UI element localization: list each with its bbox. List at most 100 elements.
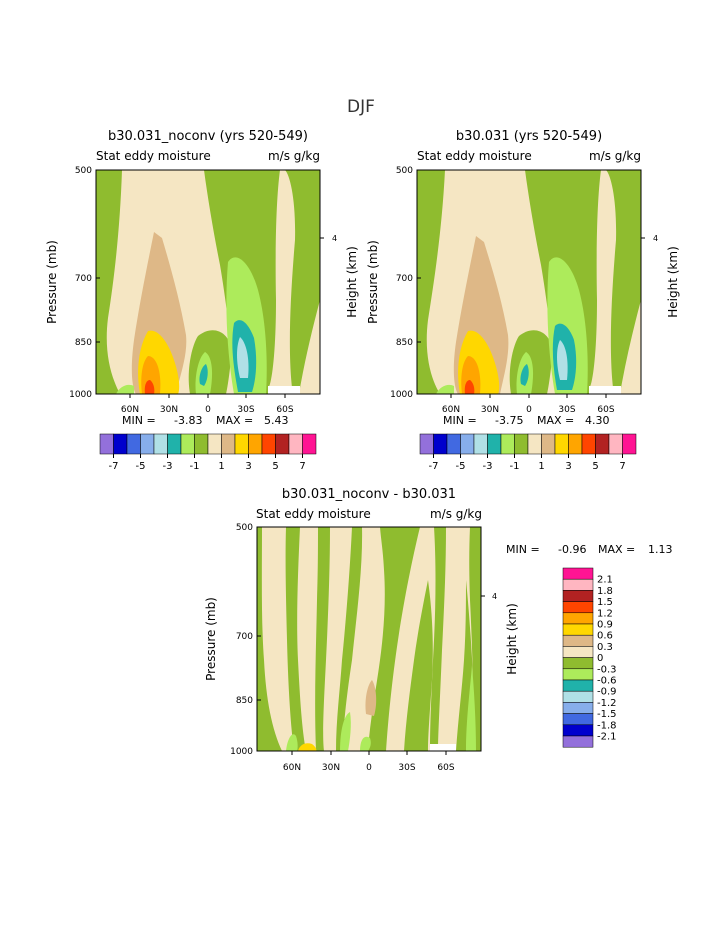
panel-1-colorbar-swatch: [261, 433, 276, 455]
panel-1-min-value: -3.83: [174, 414, 202, 427]
panel-1: b30.031_noconv (yrs 520-549) Stat eddy m…: [45, 129, 359, 472]
panel-3-colorbar-label: -1.2: [597, 698, 617, 709]
panel-2-min-label: MIN =: [443, 414, 477, 427]
panel-1-colorbar-swatch: [248, 433, 263, 455]
panel-2-colorbar-label: 3: [565, 461, 571, 472]
figure-title: DJF: [347, 97, 375, 117]
panel-3-colorbar-label: 1.2: [597, 608, 613, 619]
panel-2-colorbar-swatch: [433, 433, 448, 455]
panel-1-colorbar-swatch: [126, 433, 141, 455]
panel-3-max-label: MAX =: [598, 543, 635, 556]
panel-1-x-tick-30n: 30N: [160, 405, 178, 415]
panel-2-colorbar-swatch: [581, 433, 596, 455]
panel-3-y-tick-500: 500: [236, 523, 253, 533]
panel-2-colorbar-label: -5: [456, 461, 466, 472]
panel-3-y-label-left: Pressure (mb): [204, 597, 218, 681]
panel-3-colorbar-swatch: [562, 668, 594, 681]
panel-1-colorbar-swatch: [140, 433, 155, 455]
panel-3-colorbar-swatch: [562, 590, 594, 602]
panel-3-min-label: MIN =: [506, 543, 540, 556]
panel-3-x-tick-0: 0: [366, 763, 372, 773]
panel-1-colorbar-swatch: [207, 433, 222, 455]
panel-1-colorbar-label: -3: [163, 461, 173, 472]
panel-2-colorbar-swatch: [500, 433, 515, 455]
panel-1-colorbar-swatch: [288, 433, 303, 455]
panel-1-x-tick-60n: 60N: [121, 405, 139, 415]
panel-2: b30.031 (yrs 520-549) Stat eddy moisture…: [366, 129, 680, 472]
panel-1-max-label: MAX =: [216, 414, 253, 427]
panel-3-colorbar-label: 1.8: [597, 586, 613, 597]
panel-3-colorbar-label: -2.1: [597, 732, 617, 743]
panel-3-colorbar-label: 0.3: [597, 642, 613, 653]
panel-1-x-tick-30s: 30S: [237, 405, 254, 415]
panel-3-colorbar-swatch: [562, 601, 594, 614]
panel-3-x-tick-30n: 30N: [322, 763, 340, 773]
panel-3-colorbar-swatch: [562, 713, 594, 726]
panel-3: b30.031_noconv - b30.031 Stat eddy moist…: [204, 487, 673, 773]
panel-3-colorbar-label: -0.6: [597, 676, 617, 687]
panel-1-x-tick-0: 0: [205, 405, 211, 415]
panel-2-colorbar-swatch: [541, 433, 556, 455]
panel-1-fill-green-left: [96, 170, 122, 394]
panel-1-colorbar-swatch: [234, 433, 249, 455]
panel-1-missing-data-patch: [268, 386, 300, 394]
panel-1-y-tick-1000: 1000: [69, 390, 92, 400]
panel-1-fill-lightblue-right: [237, 337, 249, 378]
panel-1-y-label-right: Height (km): [345, 246, 359, 317]
panel-2-colorbar-swatch: [568, 433, 583, 455]
panel-1-colorbar-swatch: [180, 433, 195, 455]
panel-1-y-tick-850: 850: [75, 338, 92, 348]
panel-3-title: b30.031_noconv - b30.031: [282, 487, 456, 502]
panel-2-fill-lightblue-right: [557, 340, 568, 380]
panel-3-fill-green-5: [368, 527, 420, 751]
panel-2-x-tick-60n: 60N: [442, 405, 460, 415]
panel-2-y-label-left: Pressure (mb): [366, 240, 380, 324]
panel-2-y-tick-700: 700: [396, 274, 413, 284]
panel-2-y-tick-1000: 1000: [390, 390, 413, 400]
panel-3-y-label-right: Height (km): [505, 603, 519, 674]
panel-1-colorbar-label: -7: [109, 461, 119, 472]
panel-2-colorbar-swatch: [527, 433, 542, 455]
panel-3-colorbar-swatch: [562, 567, 594, 580]
panel-2-x-tick-0: 0: [526, 405, 532, 415]
panel-3-colorbar-swatch: [562, 735, 594, 748]
panel-1-colorbar-swatch: [167, 433, 182, 455]
panel-3-colorbar-swatch: [562, 646, 594, 658]
panel-2-title: b30.031 (yrs 520-549): [456, 129, 602, 144]
panel-3-fill-lightgreen-4: [466, 665, 476, 751]
panel-3-colorbar-swatch: [562, 702, 594, 714]
panel-1-y-tick-500: 500: [75, 166, 92, 176]
panel-1-colorbar-swatch: [194, 433, 209, 455]
panel-1-y-label-left: Pressure (mb): [45, 240, 59, 324]
panel-2-fill-red: [464, 380, 475, 394]
panel-3-colorbar-label: -1.8: [597, 720, 617, 731]
panel-3-subtitle-right: m/s g/kg: [430, 507, 482, 521]
panel-1-max-value: 5.43: [264, 414, 289, 427]
panel-3-colorbar-label: 0.6: [597, 631, 613, 642]
panel-3-fill-green-2: [285, 527, 306, 751]
panel-3-colorbar-label: -1.5: [597, 709, 617, 720]
panel-3-fill-lightgreen-1: [286, 734, 298, 751]
panel-3-y-tick-1000: 1000: [230, 747, 253, 757]
panel-2-max-value: 4.30: [585, 414, 610, 427]
panel-1-min-label: MIN =: [122, 414, 156, 427]
panel-2-y-label-right: Height (km): [666, 246, 680, 317]
panel-2-x-tick-60s: 60S: [597, 405, 614, 415]
panel-2-colorbar-swatch: [595, 433, 610, 455]
panel-3-colorbar-label: 0: [597, 653, 603, 664]
panel-1-colorbar-swatch: [302, 433, 317, 455]
panel-3-colorbar-swatch: [562, 623, 594, 636]
panel-3-colorbar-label: -0.3: [597, 664, 617, 675]
panel-2-subtitle-right: m/s g/kg: [589, 149, 641, 163]
panel-2-right-tick-label: 4: [653, 234, 658, 243]
panel-3-max-value: 1.13: [648, 543, 673, 556]
panel-2-colorbar-swatch: [514, 433, 529, 455]
panel-3-right-tick-label: 4: [492, 592, 497, 601]
panel-1-colorbar-label: -5: [136, 461, 146, 472]
panel-2-colorbar-swatch: [460, 433, 475, 455]
panel-2-colorbar-swatch: [473, 433, 488, 455]
panel-1-x-tick-60s: 60S: [276, 405, 293, 415]
panel-3-x-tick-60s: 60S: [437, 763, 454, 773]
panel-2-colorbar-swatch: [622, 433, 637, 455]
